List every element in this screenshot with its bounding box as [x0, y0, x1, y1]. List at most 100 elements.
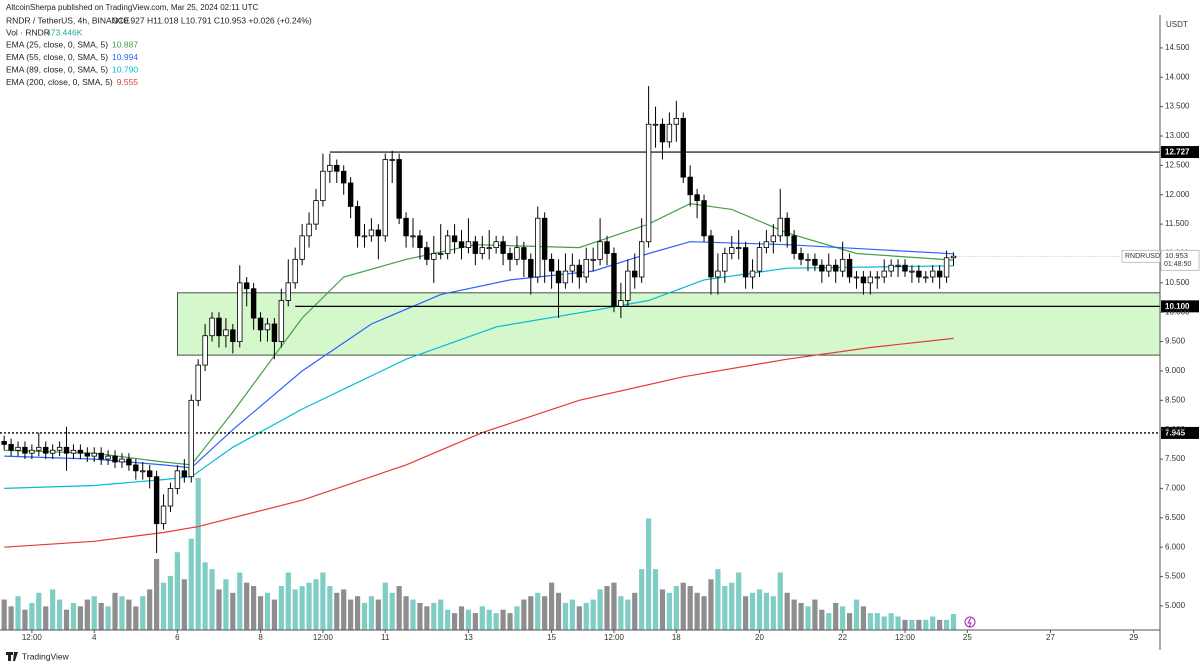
level-label-box [1161, 300, 1199, 313]
volume-bar [126, 599, 132, 630]
candle-body [417, 235, 423, 249]
volume-bar [306, 582, 312, 630]
y-tick-label: 7.500 [1165, 454, 1186, 463]
volume-bar [140, 596, 146, 630]
volume-bar [583, 602, 589, 630]
volume-bar [763, 592, 770, 630]
volume-bar [431, 602, 437, 630]
candle-body [493, 241, 499, 249]
volume-bar [43, 606, 49, 630]
volume-bar [424, 606, 430, 630]
candle-body [618, 300, 624, 307]
candle-body [548, 258, 555, 272]
volume-bar [264, 592, 271, 630]
y-tick-label: 5.500 [1165, 572, 1186, 581]
candle-body [105, 455, 111, 460]
legend-value: 10.994 [112, 52, 138, 62]
candle-body [680, 117, 686, 178]
volume-bar [743, 596, 749, 630]
candle-body [299, 235, 305, 260]
candle-body [708, 235, 714, 278]
support-zone [176, 292, 1161, 356]
candle-body [867, 276, 874, 284]
x-tick-label: 12:00 [895, 633, 916, 642]
volume-bar [729, 582, 735, 630]
volume-bar [680, 582, 686, 630]
candle-body [285, 282, 291, 301]
candle-body [91, 452, 97, 457]
volume-bar [860, 606, 867, 630]
candle-body [98, 452, 104, 460]
candle-body [500, 241, 506, 254]
candle-body [264, 323, 271, 331]
candle-body [174, 470, 181, 489]
candle-body [687, 176, 693, 196]
candle-body [722, 253, 728, 272]
volume-bar [403, 596, 409, 630]
y-tick-label: 13.000 [1165, 131, 1190, 140]
candle-body [444, 235, 451, 254]
volume-bar [756, 589, 763, 630]
candle-body [541, 217, 548, 260]
legend-entry: EMA (200, close, 0, SMA, 5) [6, 77, 113, 87]
candle-body [943, 257, 950, 278]
volume-bar [500, 609, 506, 630]
volume-name: Vol · RNDR [6, 27, 50, 37]
volume-bar [597, 589, 603, 630]
candle-body [160, 505, 167, 525]
candle-body [43, 446, 49, 454]
candle-body [895, 264, 901, 267]
candle-body [15, 446, 21, 451]
volume-bar [167, 575, 174, 630]
volume-bar [341, 589, 347, 630]
volume-bar [777, 572, 783, 630]
candle-body [347, 182, 354, 207]
candle-body [597, 241, 603, 260]
candle-body [701, 200, 707, 237]
volume-value: 473.446K [46, 27, 83, 37]
candle-body [590, 258, 596, 261]
volume-bar [209, 569, 215, 630]
candle-body [22, 446, 28, 454]
symbol-line: RNDR / TetherUS, 4h, BINANCE [6, 15, 130, 25]
volume-bar [528, 596, 534, 630]
volume-bar [70, 602, 77, 630]
volume-bar [77, 606, 83, 630]
volume-bar [791, 599, 797, 630]
volume-bar [181, 579, 187, 630]
volume-bar [216, 589, 222, 630]
candle-body [645, 123, 652, 243]
x-tick-label: 6 [175, 633, 180, 642]
legend-value: 9.555 [117, 77, 139, 87]
candle-body [874, 276, 880, 279]
volume-bar [91, 596, 97, 630]
volume-bar [708, 579, 714, 630]
candle-body [521, 247, 527, 260]
volume-bar [798, 602, 804, 630]
candle-body [368, 229, 375, 237]
candle-body [652, 123, 659, 126]
plot-area [0, 86, 1161, 630]
candle-body [153, 476, 160, 525]
candle-body [535, 217, 541, 278]
candle-body [756, 247, 763, 272]
volume-bar [805, 606, 811, 630]
y-tick-label: 14.000 [1165, 72, 1190, 81]
candle-body [396, 159, 402, 219]
candle-body [583, 258, 589, 278]
ema-line [4, 265, 954, 489]
candle-body [216, 317, 222, 337]
candle-body [888, 264, 894, 272]
candle-body [119, 458, 125, 463]
candle-body [576, 264, 583, 278]
candle-body [632, 270, 638, 278]
volume-bar [119, 596, 125, 630]
volume-bar [445, 609, 451, 630]
volume-bar [569, 599, 575, 630]
publisher: AltcoinSherpa published on TradingView.c… [6, 3, 259, 12]
y-tick-label: 14.500 [1165, 43, 1190, 52]
candle-body [313, 200, 319, 225]
volume-bar [812, 599, 818, 630]
candle-body [341, 170, 347, 184]
candle-body [8, 443, 14, 451]
